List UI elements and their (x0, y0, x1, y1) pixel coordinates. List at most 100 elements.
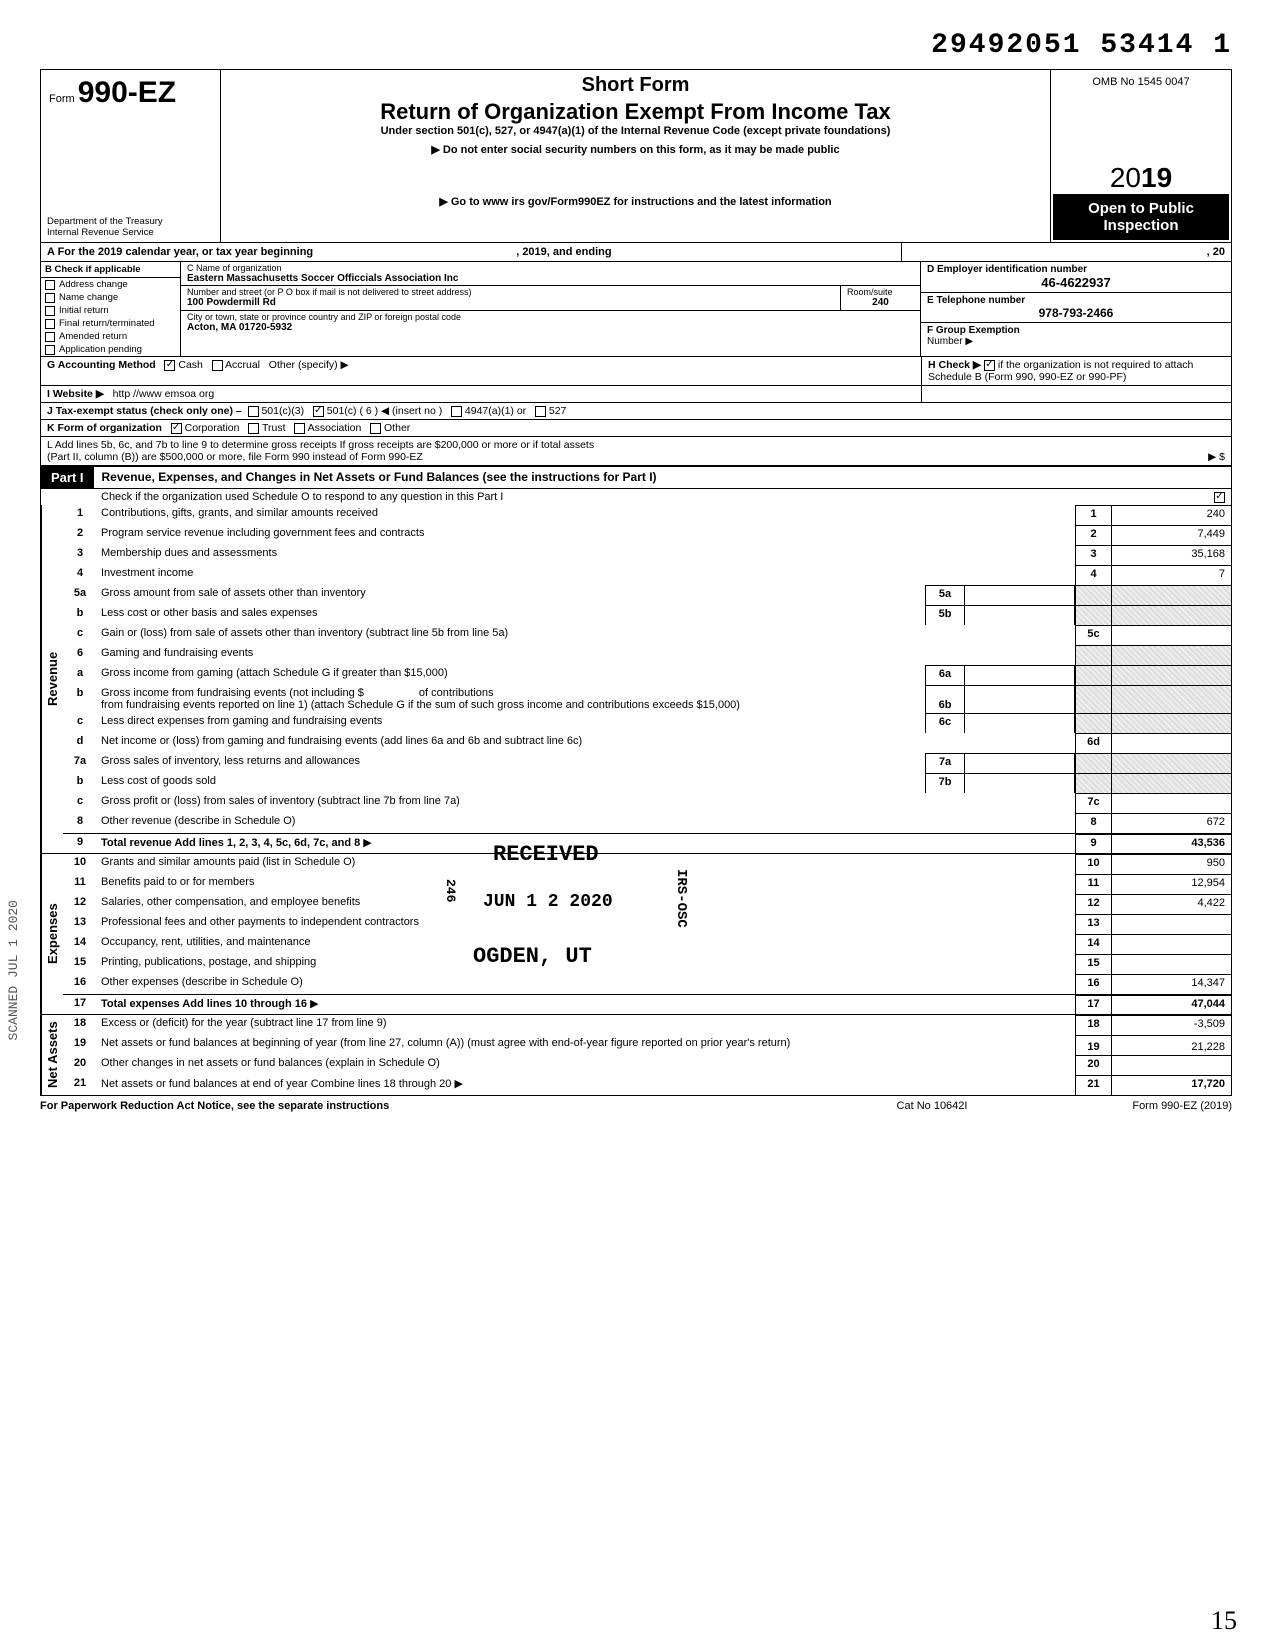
box-5b: 5b (925, 605, 965, 625)
line-20-desc: Other changes in net assets or fund bala… (97, 1055, 1075, 1075)
lbl-4947: 4947(a)(1) or (465, 405, 526, 417)
line-11-val: 12,954 (1111, 874, 1231, 894)
chk-name-change[interactable] (45, 293, 55, 303)
line-16-val: 14,347 (1111, 974, 1231, 994)
lbl-trust: Trust (262, 422, 286, 434)
line-5c-desc: Gain or (loss) from sale of assets other… (97, 625, 1075, 645)
open-to-public: Open to Public Inspection (1053, 194, 1229, 240)
chk-final-return[interactable] (45, 319, 55, 329)
city-val: Acton, MA 01720-5932 (181, 322, 920, 335)
line-17-val: 47,044 (1111, 995, 1231, 1014)
form-number-cell: Form 990-EZ (41, 70, 221, 160)
chk-accrual[interactable] (212, 360, 223, 371)
line-1-val: 240 (1111, 505, 1231, 525)
line-14-val (1111, 934, 1231, 954)
lbl-assoc: Association (308, 422, 362, 434)
footer-row: For Paperwork Reduction Act Notice, see … (40, 1096, 1232, 1112)
chk-corp[interactable] (171, 423, 182, 434)
line-18-desc: Excess or (deficit) for the year (subtra… (97, 1015, 1075, 1035)
line-8-val: 672 (1111, 813, 1231, 833)
num-5c: 5c (1075, 625, 1111, 645)
lbl-other-method: Other (specify) ▶ (269, 359, 349, 371)
line-11-desc: Benefits paid to or for members (97, 874, 1075, 894)
line-10-val: 950 (1111, 854, 1231, 874)
bcd-block: B Check if applicable Address change Nam… (40, 262, 1232, 356)
footer-right: Form 990-EZ (2019) (1032, 1100, 1232, 1112)
room-label: Room/suite (841, 286, 920, 297)
h-label: H Check ▶ (928, 359, 981, 371)
line-21-val: 17,720 (1111, 1075, 1231, 1095)
line-12-val: 4,422 (1111, 894, 1231, 914)
line-9-val: 43,536 (1111, 834, 1231, 853)
line-14-desc: Occupancy, rent, utilities, and maintena… (97, 934, 1075, 954)
val-6a (965, 665, 1075, 685)
main-grid: Revenue 1Contributions, gifts, grants, a… (40, 505, 1232, 1096)
lbl-527: 527 (549, 405, 567, 417)
tax-year: 20201919 (1053, 162, 1229, 194)
room-val: 240 (841, 297, 920, 308)
chk-app-pending[interactable] (45, 345, 55, 355)
chk-amended[interactable] (45, 332, 55, 342)
chk-501c[interactable] (313, 406, 324, 417)
g-label: G Accounting Method (47, 359, 156, 371)
val-5c (1111, 625, 1231, 645)
omb-number: OMB No 1545 0047 (1055, 76, 1227, 88)
name-label: C Name of organization (181, 262, 920, 273)
chk-assoc[interactable] (294, 423, 305, 434)
header-row-2: Department of the Treasury Internal Reve… (40, 160, 1232, 243)
row-a-right: , 20 (901, 243, 1231, 261)
part-1-title: Revenue, Expenses, and Changes in Net As… (94, 467, 1231, 488)
line-4-val: 7 (1111, 565, 1231, 585)
chk-trust[interactable] (248, 423, 259, 434)
chk-initial-return[interactable] (45, 306, 55, 316)
val-5a (965, 585, 1075, 605)
lbl-address-change: Address change (59, 279, 128, 290)
box-5a: 5a (925, 585, 965, 605)
street-label: Number and street (or P O box if mail is… (181, 286, 840, 297)
num-7c: 7c (1075, 793, 1111, 813)
chk-527[interactable] (535, 406, 546, 417)
line-20-val (1111, 1055, 1231, 1075)
lbl-cash: Cash (178, 359, 203, 371)
row-a-mid: , 2019, and ending (516, 246, 611, 258)
box-6c: 6c (925, 713, 965, 733)
org-name: Eastern Massachusetts Soccer Officcials … (181, 273, 920, 286)
lbl-final-return: Final return/terminated (59, 318, 155, 329)
side-revenue: Revenue (41, 505, 63, 853)
year-cell: 20201919 Open to Public Inspection (1051, 160, 1231, 242)
chk-501c3[interactable] (248, 406, 259, 417)
margin-scan-note: SCANNED JUL 1 2020 (6, 900, 21, 1040)
line-7c-desc: Gross profit or (loss) from sales of inv… (97, 793, 1075, 813)
form-number: 990-EZ (78, 76, 176, 109)
chk-h[interactable] (984, 360, 995, 371)
e-label: E Telephone number (927, 295, 1225, 306)
chk-cash[interactable] (164, 360, 175, 371)
line-12-desc: Salaries, other compensation, and employ… (97, 894, 1075, 914)
lbl-amended: Amended return (59, 331, 127, 342)
chk-other-org[interactable] (370, 423, 381, 434)
line-3-desc: Membership dues and assessments (97, 545, 1075, 565)
line-2-val: 7,449 (1111, 525, 1231, 545)
dept-cell: Department of the Treasury Internal Reve… (41, 160, 221, 242)
part-1-header: Part I Revenue, Expenses, and Changes in… (40, 466, 1232, 489)
short-form-title: Short Form (229, 74, 1042, 97)
line-16-desc: Other expenses (describe in Schedule O) (97, 974, 1075, 994)
line-4-desc: Investment income (97, 565, 1075, 585)
footer-mid: Cat No 10642I (832, 1100, 1032, 1112)
val-5b (965, 605, 1075, 625)
line-13-desc: Professional fees and other payments to … (97, 914, 1075, 934)
chk-schedule-o[interactable] (1214, 492, 1225, 503)
line-18-val: -3,509 (1111, 1015, 1231, 1035)
lbl-501c: 501(c) ( 6 ) ◀ (insert no ) (327, 405, 442, 417)
l-line2: (Part II, column (B)) are $500,000 or mo… (47, 451, 1208, 463)
line-6d-desc: Net income or (loss) from gaming and fun… (97, 733, 1075, 753)
l-line1: L Add lines 5b, 6c, and 7b to line 9 to … (47, 439, 1225, 451)
lbl-accrual: Accrual (225, 359, 260, 371)
return-title: Return of Organization Exempt From Incom… (229, 99, 1042, 125)
val-7a (965, 753, 1075, 773)
line-19-desc: Net assets or fund balances at beginning… (97, 1035, 1075, 1055)
chk-address-change[interactable] (45, 280, 55, 290)
line-6-desc: Gaming and fundraising events (97, 645, 1075, 665)
part-1-label: Part I (41, 467, 94, 488)
chk-4947[interactable] (451, 406, 462, 417)
